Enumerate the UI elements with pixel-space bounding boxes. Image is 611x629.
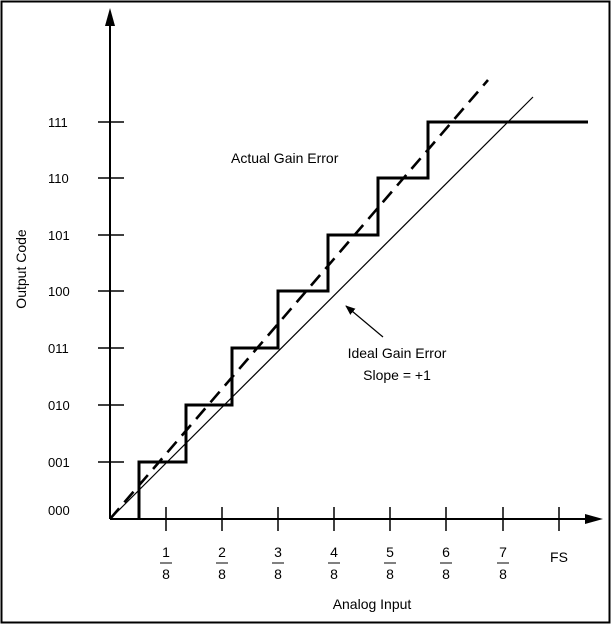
x-tick-numerator: 1 bbox=[162, 544, 170, 560]
ideal-slope-label: Slope = +1 bbox=[363, 367, 431, 383]
y-code-011: 011 bbox=[48, 341, 69, 356]
x-tick-numerator: 6 bbox=[442, 544, 450, 560]
x-tick-denominator: 8 bbox=[442, 566, 450, 582]
ideal-gain-error-label: Ideal Gain Error bbox=[348, 345, 447, 361]
x-tick-numerator: 4 bbox=[330, 544, 338, 560]
x-tick-denominator: 8 bbox=[162, 566, 170, 582]
y-code-101: 101 bbox=[48, 228, 70, 243]
y-code-labels: 000 001 010 011 100 101 110 111 bbox=[48, 115, 70, 518]
actual-gain-error-label: Actual Gain Error bbox=[231, 150, 339, 166]
actual-gain-error-line bbox=[109, 79, 489, 520]
x-tick-label-7-8: 7 8 bbox=[497, 544, 509, 582]
x-tick-label-1-8: 1 8 bbox=[160, 544, 172, 582]
x-tick-denominator: 8 bbox=[499, 566, 507, 582]
y-code-001: 001 bbox=[48, 455, 70, 470]
x-tick-label-3-8: 3 8 bbox=[272, 544, 284, 582]
x-axis-arrowhead bbox=[585, 514, 603, 524]
ideal-transfer-line bbox=[109, 96, 534, 520]
ideal-callout-arrow bbox=[345, 305, 384, 338]
y-code-000: 000 bbox=[48, 503, 70, 518]
x-ticks bbox=[165, 507, 560, 531]
x-tick-denominator: 8 bbox=[386, 566, 394, 582]
y-code-111: 111 bbox=[48, 115, 68, 130]
x-tick-label-4-8: 4 8 bbox=[328, 544, 340, 582]
y-code-110: 110 bbox=[48, 171, 69, 186]
y-axis-title: Output Code bbox=[13, 229, 29, 309]
x-tick-numerator: 2 bbox=[218, 544, 226, 560]
x-tick-numerator: 5 bbox=[386, 544, 394, 560]
x-tick-numerator: 3 bbox=[274, 544, 282, 560]
x-axis-title: Analog Input bbox=[333, 596, 412, 612]
y-code-100: 100 bbox=[48, 284, 70, 299]
x-tick-label-2-8: 2 8 bbox=[216, 544, 228, 582]
x-tick-label-fs: FS bbox=[550, 549, 568, 565]
x-tick-denominator: 8 bbox=[218, 566, 226, 582]
x-tick-label-6-8: 6 8 bbox=[440, 544, 452, 582]
x-tick-label-5-8: 5 8 bbox=[384, 544, 396, 582]
x-tick-numerator: 7 bbox=[499, 544, 507, 560]
y-axis-arrowhead bbox=[105, 8, 115, 26]
x-tick-denominator: 8 bbox=[330, 566, 338, 582]
y-code-010: 010 bbox=[48, 398, 70, 413]
x-tick-denominator: 8 bbox=[274, 566, 282, 582]
y-ticks bbox=[98, 121, 124, 463]
staircase-transfer-function bbox=[137, 120, 588, 519]
